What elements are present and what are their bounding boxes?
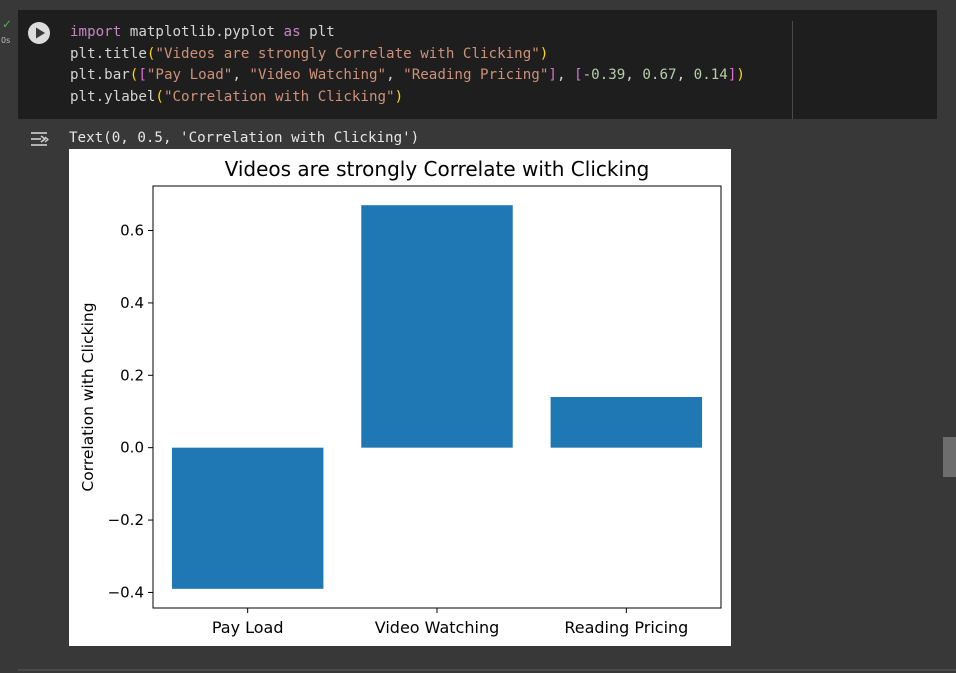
y-tick-label: −0.4 (108, 583, 144, 601)
run-cell-button[interactable] (28, 22, 50, 44)
code-token-paren: ( (129, 67, 139, 83)
code-token-paren: ( (146, 45, 156, 62)
chart-figure: Videos are strongly Correlate with Click… (69, 149, 731, 646)
chart-bar (550, 397, 703, 448)
code-token-comma: , (386, 67, 404, 83)
x-tick-label: Pay Load (212, 618, 284, 637)
y-tick-label: 0.2 (120, 366, 144, 384)
output-toggle-icon[interactable] (28, 128, 50, 150)
y-tick-label: 0.4 (120, 294, 144, 312)
code-line-1: import matplotlib.pyplot as plt (70, 22, 745, 44)
code-token-string: "Video Watching" (249, 67, 387, 83)
code-cell[interactable]: import matplotlib.pyplot as plt plt.title… (18, 10, 937, 119)
code-token-bracket: [ (138, 67, 147, 83)
code-token-paren: ) (394, 88, 404, 105)
code-cell-divider (792, 21, 793, 119)
code-line-2: plt.title("Videos are strongly Correlate… (70, 44, 745, 66)
execution-time: 0s (1, 36, 11, 45)
code-token-function: plt.title (70, 45, 147, 62)
code-token-comma: , (625, 67, 643, 83)
code-token-string: "Correlation with Clicking" (163, 88, 395, 105)
code-token-keyword: as (283, 24, 301, 40)
code-token-bracket: ] (548, 67, 557, 83)
bottom-divider (18, 669, 956, 671)
chart-bar (171, 447, 324, 589)
chart-title: Videos are strongly Correlate with Click… (225, 157, 650, 181)
code-token-bracket: ] (727, 67, 737, 83)
bar-chart: Videos are strongly Correlate with Click… (79, 157, 722, 637)
code-token-bracket: [ (574, 67, 583, 83)
code-token-paren: ) (736, 67, 745, 83)
code-token-comma: , (232, 67, 250, 83)
code-token-comma: , (556, 67, 575, 83)
code-token-keyword: import (70, 24, 122, 40)
code-token-string: "Reading Pricing" (403, 67, 549, 83)
chart-bar (361, 205, 513, 448)
code-token-number: 0.67 (642, 67, 677, 83)
code-token-alias: plt (300, 24, 335, 40)
code-token-string: "Pay Load" (146, 67, 233, 83)
code-token-function: plt.ylabel (70, 88, 156, 105)
code-line-3: plt.bar(["Pay Load", "Video Watching", "… (70, 65, 745, 87)
code-token-paren: ) (539, 45, 549, 62)
y-tick-label: 0.0 (120, 439, 144, 457)
top-strip (0, 0, 956, 10)
code-token-function: plt.bar (70, 67, 130, 83)
check-icon: ✓ (2, 17, 13, 31)
x-tick-label: Video Watching (375, 618, 499, 637)
code-token-number: 0.14 (693, 67, 728, 83)
code-token-number: -0.39 (582, 67, 626, 83)
code-token-string: "Videos are strongly Correlate with Clic… (155, 45, 540, 62)
code-token-module: matplotlib.pyplot (121, 24, 284, 40)
y-tick-label: −0.2 (108, 511, 144, 529)
code-line-4: plt.ylabel("Correlation with Clicking") (70, 87, 745, 109)
y-axis-label: Correlation with Clicking (79, 302, 97, 491)
scrollbar-thumb[interactable] (943, 437, 956, 477)
play-icon (36, 27, 45, 39)
x-tick-label: Reading Pricing (564, 618, 688, 637)
output-text: Text(0, 0.5, 'Correlation with Clicking'… (69, 130, 420, 146)
code-editor[interactable]: import matplotlib.pyplot as plt plt.title… (70, 22, 745, 108)
cell-status: ✓ 0s (0, 18, 16, 48)
code-token-paren: ( (155, 88, 164, 105)
code-token-comma: , (676, 67, 694, 83)
y-tick-label: 0.6 (120, 222, 144, 240)
